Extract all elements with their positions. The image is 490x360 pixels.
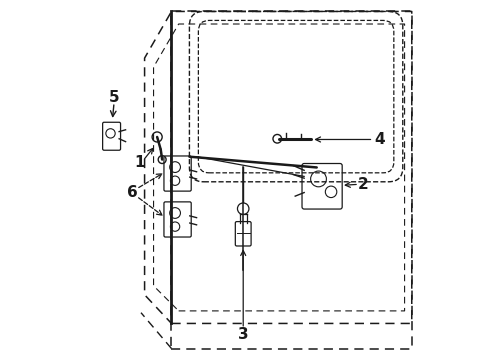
- Text: 1: 1: [134, 155, 145, 170]
- Text: 6: 6: [126, 185, 137, 200]
- Text: 3: 3: [238, 328, 248, 342]
- Text: 2: 2: [358, 177, 368, 192]
- Text: 5: 5: [109, 90, 120, 105]
- Text: 4: 4: [374, 132, 385, 147]
